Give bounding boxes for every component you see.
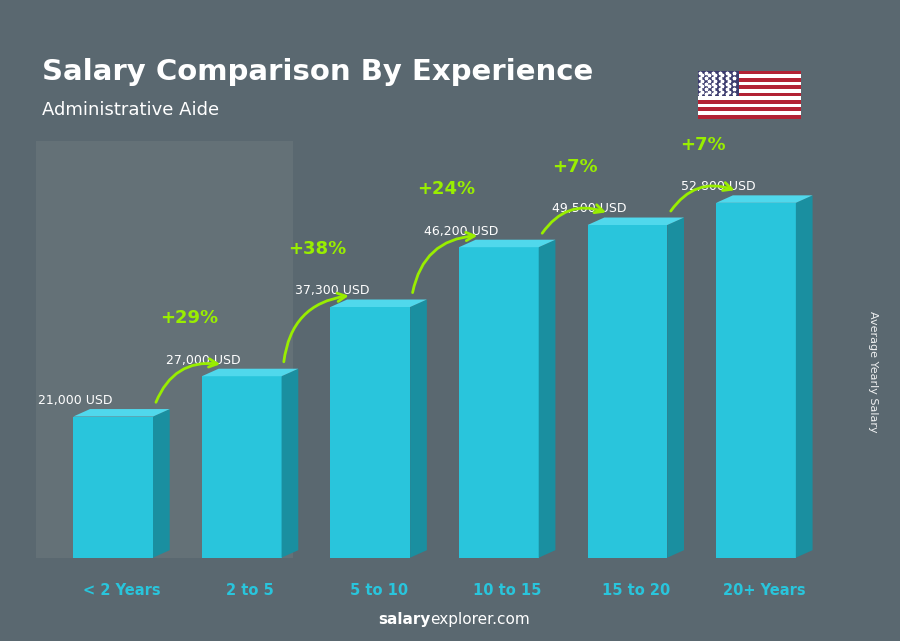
Polygon shape: [202, 376, 282, 558]
Text: 46,200 USD: 46,200 USD: [424, 224, 498, 238]
Bar: [698, 78, 801, 81]
Polygon shape: [330, 299, 427, 307]
Text: 20+ Years: 20+ Years: [723, 583, 806, 597]
Bar: [698, 96, 801, 100]
Bar: [698, 100, 801, 104]
Text: +7%: +7%: [552, 158, 598, 176]
Bar: [698, 85, 801, 89]
Text: +29%: +29%: [160, 309, 218, 327]
Polygon shape: [667, 217, 684, 558]
Text: 27,000 USD: 27,000 USD: [166, 354, 241, 367]
Bar: [698, 89, 801, 93]
Text: 37,300 USD: 37,300 USD: [295, 285, 370, 297]
Text: +38%: +38%: [288, 240, 346, 258]
Polygon shape: [716, 203, 796, 558]
Polygon shape: [459, 240, 555, 247]
Text: 52,800 USD: 52,800 USD: [680, 180, 755, 194]
Bar: [36, 0, 293, 558]
Bar: [698, 108, 801, 111]
Text: Average Yearly Salary: Average Yearly Salary: [868, 311, 878, 433]
Bar: [698, 93, 801, 96]
Polygon shape: [202, 369, 298, 376]
Polygon shape: [73, 417, 153, 558]
Polygon shape: [73, 409, 170, 417]
Polygon shape: [796, 196, 813, 558]
Polygon shape: [588, 225, 667, 558]
Text: 10 to 15: 10 to 15: [473, 583, 542, 597]
Text: 2 to 5: 2 to 5: [226, 583, 274, 597]
Text: +24%: +24%: [417, 180, 475, 198]
Text: < 2 Years: < 2 Years: [83, 583, 160, 597]
Text: 21,000 USD: 21,000 USD: [38, 394, 112, 407]
Bar: [698, 104, 801, 108]
Bar: [698, 74, 801, 78]
Bar: [698, 115, 801, 119]
Polygon shape: [539, 240, 555, 558]
Text: 15 to 20: 15 to 20: [602, 583, 670, 597]
Bar: [698, 71, 801, 74]
Text: 49,500 USD: 49,500 USD: [553, 203, 626, 215]
Text: Administrative Aide: Administrative Aide: [42, 101, 220, 119]
Bar: [698, 81, 801, 85]
Polygon shape: [410, 299, 427, 558]
Polygon shape: [459, 247, 539, 558]
Polygon shape: [153, 409, 170, 558]
Bar: [698, 71, 739, 96]
Polygon shape: [282, 369, 298, 558]
Polygon shape: [716, 196, 813, 203]
Bar: [698, 111, 801, 115]
Polygon shape: [588, 217, 684, 225]
Text: salary: salary: [378, 612, 430, 627]
Text: 5 to 10: 5 to 10: [349, 583, 408, 597]
Text: Salary Comparison By Experience: Salary Comparison By Experience: [42, 58, 594, 86]
Text: +7%: +7%: [680, 136, 726, 154]
Text: explorer.com: explorer.com: [430, 612, 530, 627]
Polygon shape: [330, 307, 410, 558]
